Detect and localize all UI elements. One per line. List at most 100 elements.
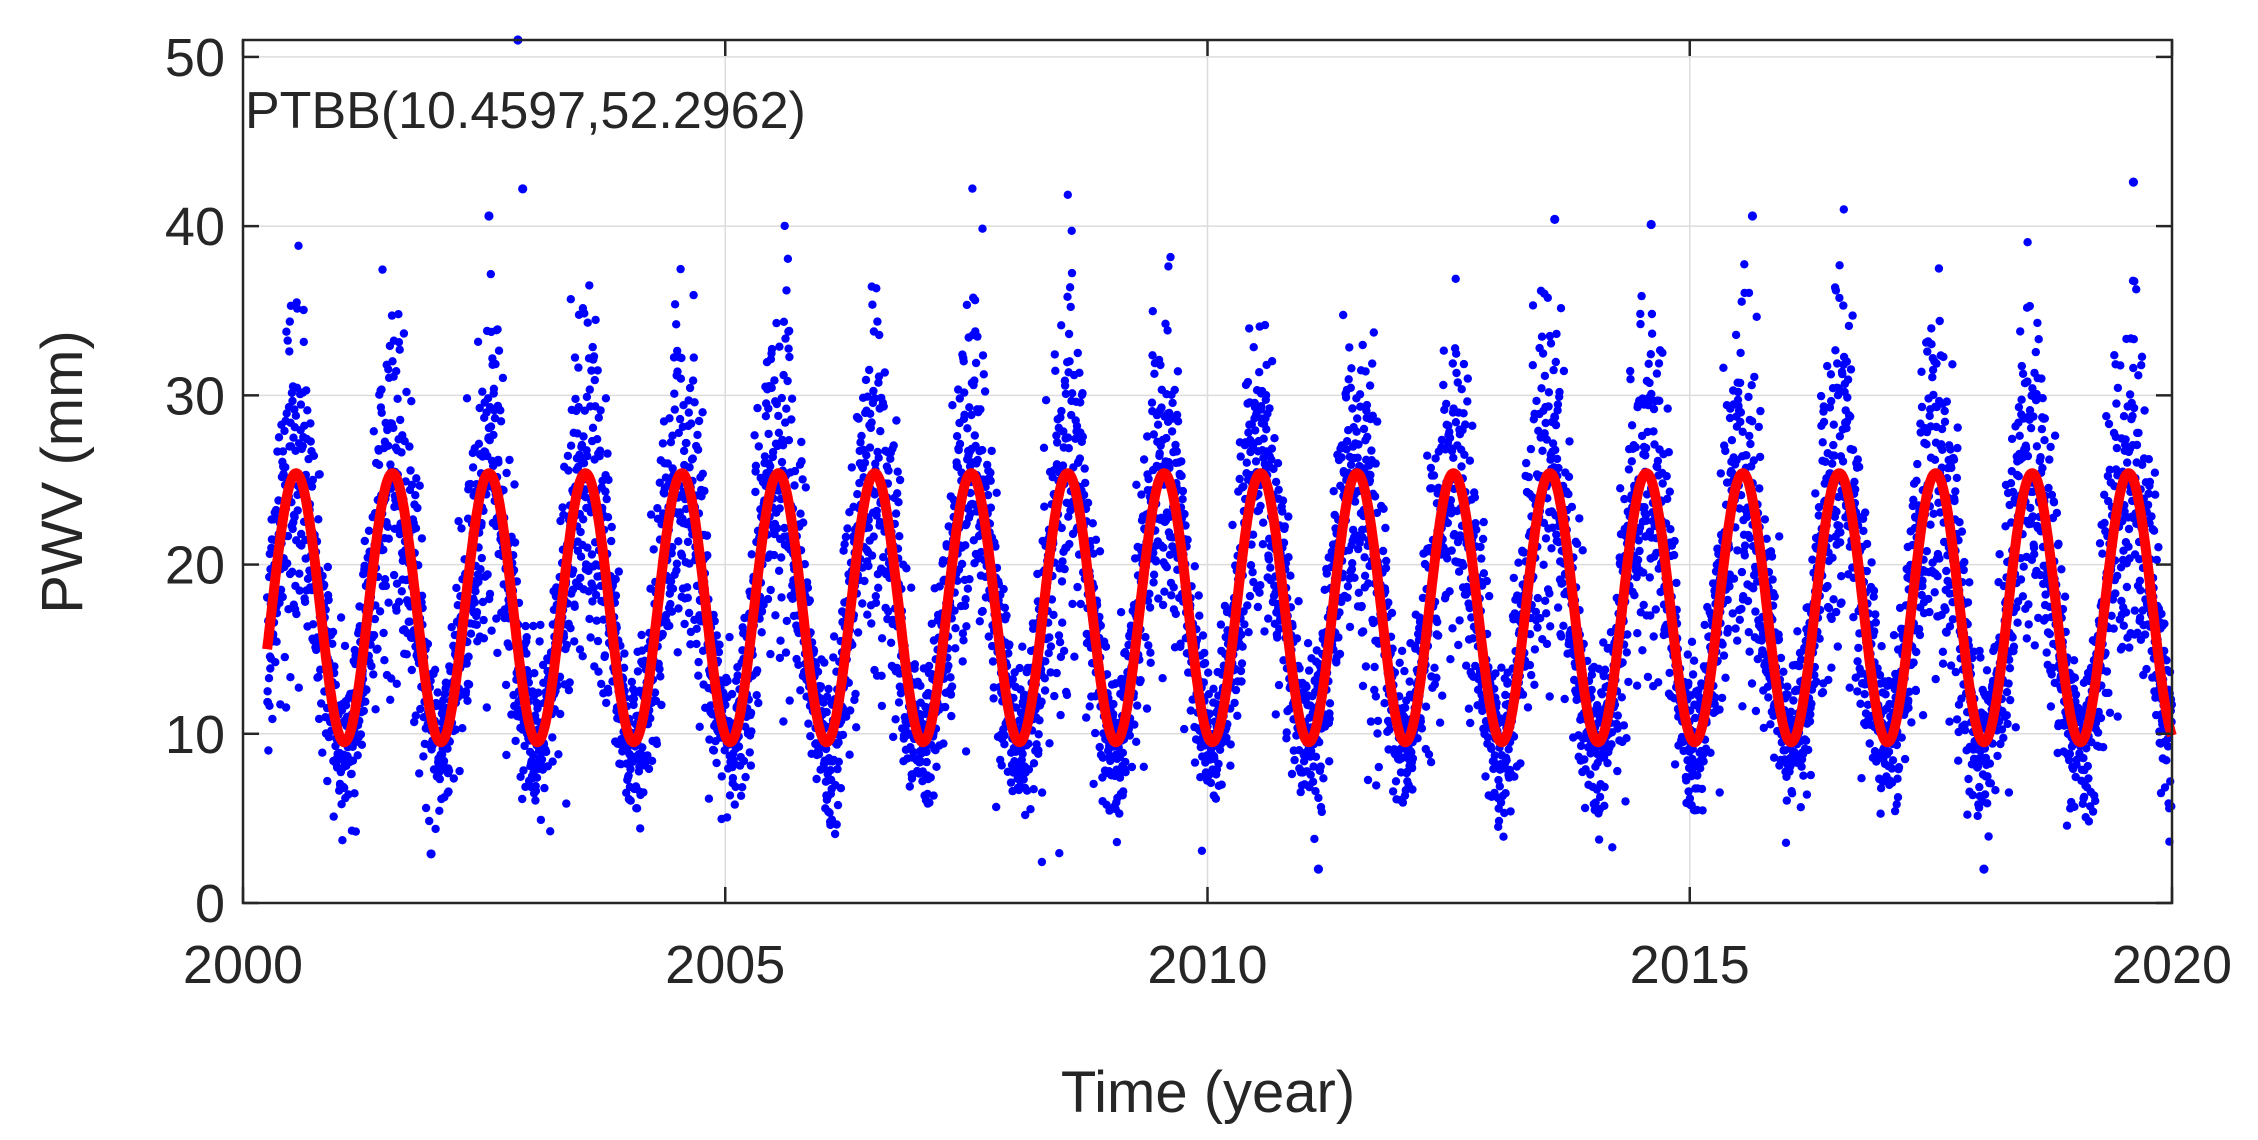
pwv-point: [1142, 704, 1152, 713]
pwv-point: [1445, 587, 1454, 596]
pwv-point: [840, 540, 849, 549]
pwv-point: [798, 475, 807, 484]
pwv-point: [1063, 433, 1073, 442]
pwv-point: [336, 613, 346, 622]
pwv-point: [1528, 301, 1538, 310]
pwv-point: [1537, 332, 1547, 341]
pwv-point: [1361, 662, 1371, 671]
pwv-point: [421, 803, 431, 813]
pwv-point: [1251, 426, 1260, 435]
pwv-point: [338, 836, 347, 845]
pwv-point: [402, 650, 411, 659]
pwv-point: [774, 411, 783, 421]
pwv-point: [647, 756, 657, 766]
pwv-point: [444, 787, 453, 796]
pwv-point: [299, 305, 308, 315]
pwv-point: [782, 616, 791, 626]
pwv-point: [987, 446, 996, 456]
pwv-point: [877, 634, 887, 643]
pwv-point: [1483, 733, 1493, 742]
pwv-point: [548, 733, 557, 742]
pwv-point: [1239, 482, 1248, 491]
pwv-point: [1037, 857, 1047, 867]
pwv-point: [963, 424, 972, 433]
pwv-point: [867, 551, 877, 560]
pwv-point: [536, 815, 546, 825]
pwv-point: [282, 327, 291, 336]
pwv-point: [1076, 398, 1085, 407]
pwv-point: [415, 769, 424, 778]
pwv-point: [1262, 425, 1271, 434]
pwv-point: [466, 629, 476, 638]
pwv-point: [925, 798, 934, 807]
pwv-point: [1118, 748, 1128, 757]
pwv-point: [1259, 434, 1268, 443]
pwv-point: [1544, 402, 1553, 411]
pwv-point: [614, 567, 623, 576]
pwv-point: [353, 751, 362, 760]
pwv-point: [1449, 453, 1458, 462]
pwv-point: [1429, 471, 1439, 480]
pwv-point: [1046, 642, 1056, 651]
pwv-point: [761, 412, 771, 421]
pwv-point: [688, 454, 697, 463]
pwv-point: [475, 403, 484, 413]
pwv-point: [1260, 320, 1270, 330]
pwv-point: [392, 679, 401, 688]
pwv-point: [283, 336, 292, 345]
pwv-point: [643, 751, 652, 760]
pwv-point: [1246, 561, 1256, 570]
pwv-point: [843, 524, 852, 533]
pwv-point: [1065, 283, 1075, 292]
pwv-point: [1454, 640, 1463, 650]
pwv-point: [388, 357, 397, 366]
pwv-point: [1216, 620, 1226, 629]
pwv-point: [505, 455, 514, 465]
pwv-point: [1018, 642, 1027, 651]
pwv-point: [410, 717, 419, 727]
pwv-point: [562, 799, 571, 808]
pwv-point: [1546, 622, 1555, 631]
pwv-point: [1018, 749, 1027, 759]
pwv-point: [531, 786, 541, 796]
pwv-point: [482, 703, 491, 712]
pwv-point: [1479, 569, 1489, 578]
pwv-point: [1438, 691, 1447, 700]
pwv-point: [1067, 226, 1076, 235]
pwv-point: [594, 667, 603, 676]
pwv-point: [746, 761, 756, 770]
pwv-point: [1499, 832, 1508, 841]
pwv-point: [853, 628, 863, 637]
pwv-point: [1292, 634, 1302, 643]
pwv-point: [672, 566, 681, 575]
pwv-point: [939, 739, 948, 748]
pwv-point: [1501, 789, 1510, 798]
pwv-point: [341, 701, 351, 710]
pwv-point: [1533, 623, 1542, 632]
pwv-point: [569, 566, 578, 575]
pwv-point: [383, 522, 392, 531]
pwv-point: [1200, 648, 1209, 658]
pwv-point: [511, 736, 520, 746]
pwv-point: [766, 462, 775, 471]
pwv-point: [980, 387, 990, 396]
pwv-point: [522, 633, 531, 642]
pwv-point: [272, 637, 281, 646]
pwv-point: [294, 683, 303, 692]
pwv-point: [754, 442, 763, 451]
pwv-point: [1426, 758, 1436, 767]
pwv-point: [869, 386, 878, 396]
pwv-point: [306, 437, 315, 446]
pwv-point: [1041, 396, 1051, 405]
pwv-point: [1002, 611, 1011, 620]
pwv-point: [1366, 717, 1376, 726]
pwv-point: [589, 352, 599, 361]
pwv-point: [474, 439, 484, 448]
pwv-point: [1130, 720, 1139, 729]
pwv-point: [787, 394, 797, 403]
pwv-point: [1264, 555, 1274, 564]
pwv-point: [591, 315, 600, 325]
pwv-point: [689, 290, 698, 300]
pwv-point: [771, 611, 780, 620]
pwv-point: [405, 617, 414, 626]
